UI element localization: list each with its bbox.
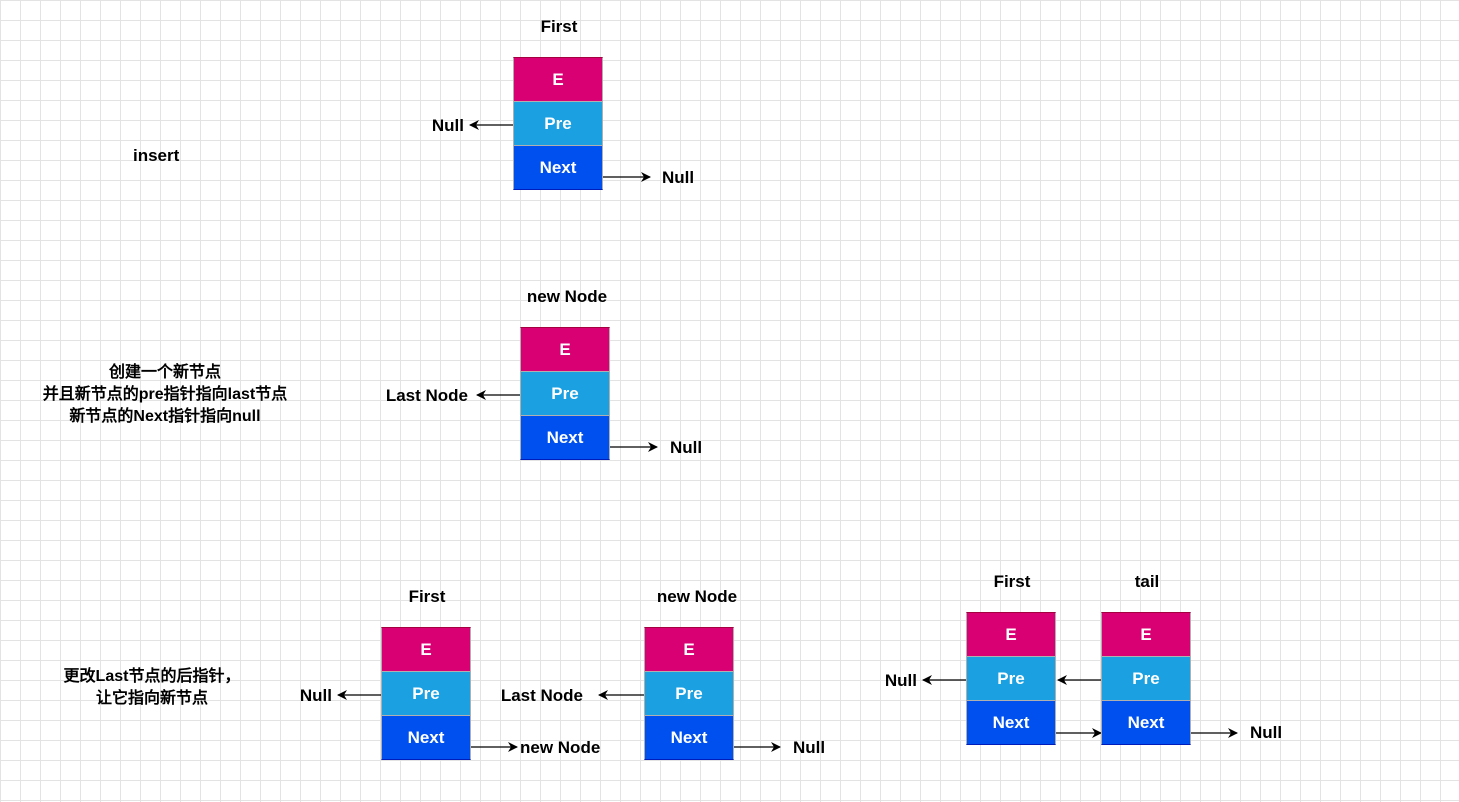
node-next-cell: Next <box>644 716 734 760</box>
node-pre-cell: Pre <box>520 372 610 416</box>
d4-tail-title: tail <box>1134 572 1160 591</box>
d1-pre-target: Null <box>431 116 464 135</box>
d3-first-title: First <box>408 587 446 606</box>
node-e-cell: E <box>513 57 603 102</box>
d3-first-node: E Pre Next <box>381 627 471 760</box>
node-e-cell: E <box>1101 612 1191 657</box>
d1-next-target: Null <box>662 168 695 187</box>
d3-new-next-target: Null <box>793 738 826 757</box>
d4-first-node: E Pre Next <box>966 612 1056 745</box>
node-next-cell: Next <box>1101 701 1191 745</box>
d2-title: new Node <box>526 287 608 306</box>
d3-new-node: E Pre Next <box>644 627 734 760</box>
d3-new-pre-target: Last Node <box>500 686 583 705</box>
d4-first-pre-target: Null <box>884 671 917 690</box>
node-pre-cell: Pre <box>644 672 734 716</box>
d4-first-title: First <box>993 572 1031 591</box>
note-step2-line2: 让它指向新节点 <box>95 690 208 707</box>
d4-tail-node: E Pre Next <box>1101 612 1191 745</box>
note-step1-line3: 新节点的Next指针指向null <box>69 408 261 425</box>
d4-tail-next-target: Null <box>1250 723 1283 742</box>
node-e-cell: E <box>520 327 610 372</box>
node-pre-cell: Pre <box>1101 657 1191 701</box>
node-pre-cell: Pre <box>513 102 603 146</box>
note-step2-line1: 更改Last节点的后指针， <box>63 668 241 685</box>
note-step1: 创建一个新节点 并且新节点的pre指针指向last节点 新节点的Next指针指向… <box>43 362 287 428</box>
note-insert: insert <box>133 146 180 165</box>
d1-node: E Pre Next <box>513 57 603 190</box>
d2-pre-target: Last Node <box>385 386 468 405</box>
d3-first-next-target: new Node <box>520 738 601 757</box>
node-e-cell: E <box>966 612 1056 657</box>
note-step1-line1: 创建一个新节点 <box>108 364 222 381</box>
node-next-cell: Next <box>966 701 1056 745</box>
node-pre-cell: Pre <box>381 672 471 716</box>
node-e-cell: E <box>644 627 734 672</box>
d3-first-pre-target: Null <box>299 686 332 705</box>
d2-next-target: Null <box>670 438 703 457</box>
note-step2: 更改Last节点的后指针， 让它指向新节点 <box>64 666 241 710</box>
d1-title: First <box>540 17 578 36</box>
d2-node: E Pre Next <box>520 327 610 460</box>
d3-new-title: new Node <box>656 587 738 606</box>
node-e-cell: E <box>381 627 471 672</box>
note-step1-line2: 并且新节点的pre指针指向last节点 <box>42 386 288 403</box>
node-next-cell: Next <box>520 416 610 460</box>
node-pre-cell: Pre <box>966 657 1056 701</box>
node-next-cell: Next <box>513 146 603 190</box>
node-next-cell: Next <box>381 716 471 760</box>
